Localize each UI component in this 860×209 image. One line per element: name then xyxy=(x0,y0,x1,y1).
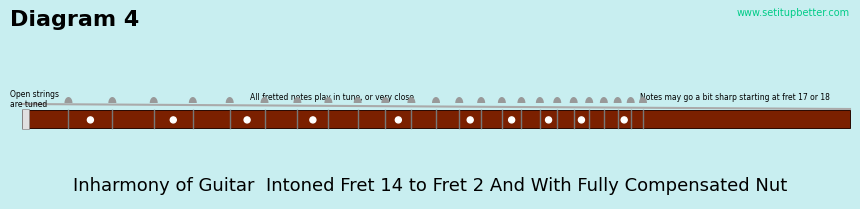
Polygon shape xyxy=(569,97,578,103)
Circle shape xyxy=(508,117,514,123)
Polygon shape xyxy=(518,97,525,103)
Circle shape xyxy=(244,117,250,123)
Text: Inharmony of Guitar  Intoned Fret 14 to Fret 2 And With Fully Compensated Nut: Inharmony of Guitar Intoned Fret 14 to F… xyxy=(73,177,787,195)
Polygon shape xyxy=(432,97,440,103)
Text: Open strings
are tuned: Open strings are tuned xyxy=(10,90,59,109)
Polygon shape xyxy=(553,97,562,103)
Polygon shape xyxy=(64,97,72,103)
Text: www.setitupbetter.com: www.setitupbetter.com xyxy=(737,8,850,18)
Polygon shape xyxy=(536,97,544,103)
Circle shape xyxy=(170,117,176,123)
Circle shape xyxy=(545,117,551,123)
Polygon shape xyxy=(189,97,197,103)
Circle shape xyxy=(396,117,402,123)
Circle shape xyxy=(88,117,94,123)
Polygon shape xyxy=(150,97,157,103)
Circle shape xyxy=(310,117,316,123)
Polygon shape xyxy=(408,97,415,103)
Polygon shape xyxy=(498,97,506,103)
Polygon shape xyxy=(639,97,647,103)
Polygon shape xyxy=(455,97,464,103)
Polygon shape xyxy=(261,97,268,103)
Polygon shape xyxy=(585,97,593,103)
Circle shape xyxy=(467,117,473,123)
Polygon shape xyxy=(614,97,622,103)
Polygon shape xyxy=(477,97,485,103)
Polygon shape xyxy=(353,97,362,103)
Polygon shape xyxy=(293,97,301,103)
Circle shape xyxy=(579,117,585,123)
Polygon shape xyxy=(627,97,635,103)
Polygon shape xyxy=(324,97,333,103)
Polygon shape xyxy=(225,97,234,103)
Text: All fretted notes play in tune, or very close: All fretted notes play in tune, or very … xyxy=(250,93,414,102)
Circle shape xyxy=(621,117,627,123)
Text: Notes may go a bit sharp starting at fret 17 or 18: Notes may go a bit sharp starting at fre… xyxy=(640,93,830,102)
Bar xyxy=(22,110,850,128)
Bar xyxy=(22,109,29,129)
Polygon shape xyxy=(108,97,116,103)
Polygon shape xyxy=(381,97,390,103)
Polygon shape xyxy=(599,97,608,103)
Text: Diagram 4: Diagram 4 xyxy=(10,10,139,30)
